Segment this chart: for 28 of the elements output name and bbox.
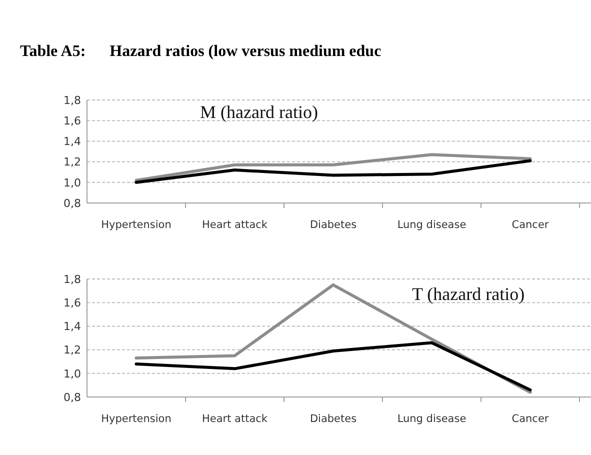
x-tick-label: Cancer bbox=[512, 413, 550, 425]
line-series bbox=[134, 341, 532, 392]
y-tick-label: 1,2 bbox=[64, 156, 81, 169]
y-tick-label: 1,8 bbox=[64, 94, 81, 107]
x-tick-label: Heart attack bbox=[202, 219, 268, 231]
y-tick-label: 0,8 bbox=[64, 390, 81, 404]
y-tick-label: 1,6 bbox=[64, 114, 81, 128]
y-tick-label: 1,6 bbox=[64, 296, 81, 310]
x-tick-label: Heart attack bbox=[202, 413, 268, 425]
line-series bbox=[134, 159, 532, 184]
annotation: T (hazard ratio) bbox=[412, 284, 525, 304]
x-tick-label: Lung disease bbox=[397, 219, 466, 231]
x-tick-label: Hypertension bbox=[101, 413, 172, 425]
annotation: M (hazard ratio) bbox=[200, 102, 318, 122]
y-tick-label: 1,0 bbox=[64, 367, 81, 380]
line-series bbox=[134, 153, 532, 182]
x-tick-label: Hypertension bbox=[101, 219, 172, 231]
y-tick-label: 1,8 bbox=[64, 272, 81, 286]
x-tick-label: Diabetes bbox=[310, 219, 357, 231]
x-tick-label: Lung disease bbox=[397, 413, 466, 425]
x-tick-label: Diabetes bbox=[310, 413, 357, 425]
y-tick-label: 1,4 bbox=[64, 320, 81, 334]
y-tick-label: 1,2 bbox=[64, 344, 81, 357]
x-tick-label: Cancer bbox=[512, 219, 550, 231]
y-tick-label: 1,4 bbox=[64, 135, 81, 148]
y-tick-label: 1,0 bbox=[64, 176, 81, 190]
y-tick-label: 0,8 bbox=[64, 196, 81, 210]
chart-title: Table A5: Hazard ratios (low versus medium educ bbox=[20, 43, 382, 60]
